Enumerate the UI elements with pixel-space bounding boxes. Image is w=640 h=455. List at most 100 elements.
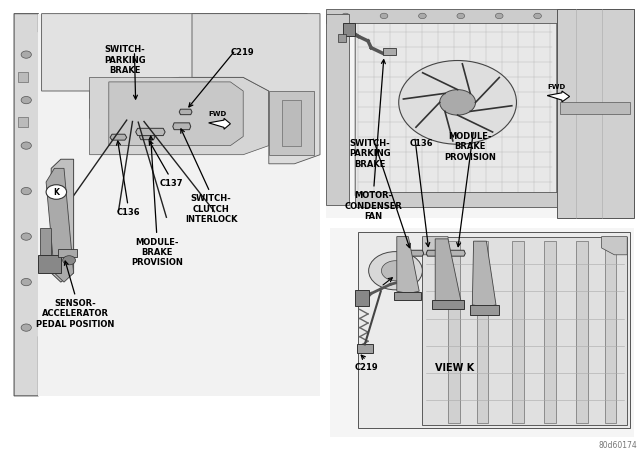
Bar [605, 241, 616, 423]
Circle shape [534, 13, 541, 19]
Polygon shape [547, 91, 570, 102]
Polygon shape [405, 250, 424, 256]
Polygon shape [192, 14, 320, 164]
Circle shape [21, 187, 31, 195]
Polygon shape [51, 159, 74, 282]
Text: FWD: FWD [209, 111, 227, 117]
Circle shape [495, 13, 503, 19]
Polygon shape [355, 192, 557, 207]
Text: SWITCH-
PARKING
BRAKE: SWITCH- PARKING BRAKE [349, 139, 391, 168]
Polygon shape [397, 237, 419, 293]
Circle shape [21, 324, 31, 331]
Circle shape [147, 133, 157, 140]
Polygon shape [602, 237, 627, 255]
Polygon shape [42, 14, 307, 91]
Circle shape [21, 278, 31, 286]
Circle shape [63, 256, 76, 265]
Polygon shape [209, 118, 230, 129]
Circle shape [107, 135, 117, 142]
Bar [338, 34, 346, 42]
Bar [544, 241, 556, 423]
Circle shape [21, 51, 31, 58]
Circle shape [46, 185, 67, 199]
Polygon shape [110, 134, 127, 140]
Bar [576, 241, 588, 423]
Text: C137: C137 [160, 179, 183, 188]
Text: C136: C136 [116, 208, 140, 217]
Text: SENSOR-
ACCELERATOR
PEDAL POSITION: SENSOR- ACCELERATOR PEDAL POSITION [36, 299, 115, 329]
Bar [343, 23, 355, 36]
Text: C219: C219 [355, 363, 378, 372]
Circle shape [21, 96, 31, 104]
Circle shape [96, 82, 173, 136]
Polygon shape [90, 91, 269, 118]
Circle shape [97, 133, 108, 140]
Polygon shape [355, 14, 557, 196]
Polygon shape [179, 109, 192, 115]
Polygon shape [38, 255, 61, 273]
Circle shape [21, 142, 31, 149]
Bar [448, 241, 460, 423]
Circle shape [21, 233, 31, 240]
Circle shape [572, 13, 580, 19]
Text: MOTOR-
CONDENSER
FAN: MOTOR- CONDENSER FAN [345, 191, 403, 221]
Polygon shape [140, 134, 155, 140]
Circle shape [123, 101, 146, 117]
Text: MODULE-
BRAKE
PROVISION: MODULE- BRAKE PROVISION [444, 132, 497, 162]
Polygon shape [394, 292, 421, 300]
Bar [383, 48, 396, 55]
Bar [269, 91, 314, 155]
Bar [477, 241, 488, 423]
Circle shape [137, 136, 147, 144]
Polygon shape [435, 239, 461, 303]
Polygon shape [472, 241, 496, 307]
Polygon shape [426, 250, 442, 256]
Circle shape [381, 261, 410, 281]
Text: MODULE-
BRAKE
PROVISION: MODULE- BRAKE PROVISION [131, 238, 183, 267]
Text: C219: C219 [230, 48, 254, 57]
Bar [282, 100, 301, 146]
Polygon shape [470, 305, 499, 315]
Polygon shape [173, 123, 191, 130]
Circle shape [399, 61, 516, 144]
Circle shape [118, 136, 128, 144]
Text: SWITCH-
CLUTCH
INTERLOCK: SWITCH- CLUTCH INTERLOCK [185, 194, 237, 224]
Circle shape [611, 13, 618, 19]
Polygon shape [38, 14, 320, 396]
Circle shape [419, 13, 426, 19]
Circle shape [128, 137, 138, 145]
Bar [560, 102, 630, 114]
Polygon shape [136, 128, 165, 136]
Polygon shape [326, 9, 634, 23]
Text: C136: C136 [410, 139, 433, 148]
Polygon shape [422, 237, 448, 255]
Bar [357, 344, 373, 353]
Text: FWD: FWD [548, 84, 566, 90]
Polygon shape [557, 9, 634, 218]
Circle shape [109, 91, 160, 127]
Text: K: K [53, 187, 60, 197]
Polygon shape [14, 14, 48, 396]
Bar [512, 241, 524, 423]
Polygon shape [444, 250, 465, 256]
Polygon shape [46, 168, 74, 282]
Circle shape [380, 13, 388, 19]
Polygon shape [422, 237, 627, 425]
Circle shape [457, 13, 465, 19]
Polygon shape [432, 300, 464, 309]
Bar [355, 290, 369, 306]
Polygon shape [90, 77, 269, 155]
Polygon shape [358, 232, 630, 428]
Circle shape [440, 90, 476, 115]
Bar [18, 117, 28, 127]
Polygon shape [326, 9, 634, 218]
Bar [58, 249, 77, 257]
Text: VIEW K: VIEW K [435, 363, 474, 373]
Text: 80d60174: 80d60174 [598, 440, 637, 450]
Circle shape [369, 252, 422, 290]
Polygon shape [40, 228, 51, 255]
Circle shape [342, 13, 349, 19]
Bar [18, 72, 28, 82]
Polygon shape [326, 14, 349, 205]
Text: SWITCH-
PARKING
BRAKE: SWITCH- PARKING BRAKE [104, 46, 146, 75]
